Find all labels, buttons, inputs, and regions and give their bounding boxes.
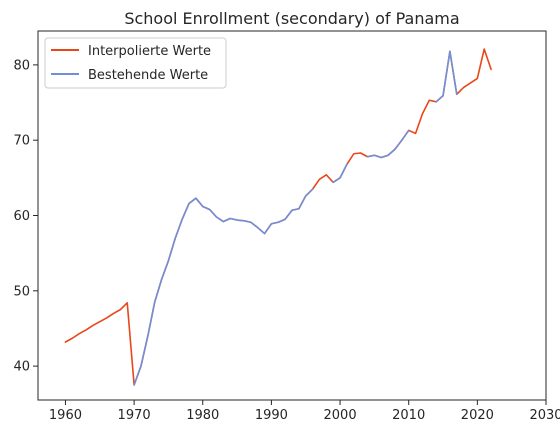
legend: Interpolierte Werte Bestehende Werte bbox=[44, 37, 227, 89]
x-tick-label-2030: 2030 bbox=[529, 408, 560, 423]
x-tick-label-1990: 1990 bbox=[255, 408, 288, 423]
legend-label-existing: Bestehende Werte bbox=[88, 68, 208, 83]
y-tick-label-60: 60 bbox=[13, 209, 30, 224]
y-tick-label-50: 50 bbox=[13, 284, 30, 299]
series-0-line-segment-0 bbox=[64, 48, 492, 386]
legend-label-interpolated: Interpolierte Werte bbox=[88, 44, 211, 59]
series-1-line-segment-0 bbox=[133, 188, 314, 386]
x-tick-label-2010: 2010 bbox=[392, 408, 425, 423]
series-1-line-segment-2 bbox=[366, 129, 410, 159]
series-1-line-segment-3 bbox=[435, 50, 458, 103]
x-tick-label-2000: 2000 bbox=[324, 408, 357, 423]
y-tick-label-80: 80 bbox=[13, 58, 30, 73]
x-tick-label-1960: 1960 bbox=[49, 408, 82, 423]
x-tick-label-1970: 1970 bbox=[118, 408, 151, 423]
legend-box bbox=[44, 37, 227, 89]
series-1-line-segment-1 bbox=[332, 163, 348, 184]
y-tick-label-70: 70 bbox=[13, 134, 30, 149]
chart-title: School Enrollment (secondary) of Panama bbox=[124, 9, 459, 28]
x-tick-label-1980: 1980 bbox=[186, 408, 219, 423]
plot-lines bbox=[64, 48, 492, 386]
x-axis: 1960 1970 1980 1990 2000 2010 2020 2030 bbox=[49, 400, 560, 423]
y-axis: 40 50 60 70 80 bbox=[13, 58, 38, 375]
x-tick-label-2020: 2020 bbox=[461, 408, 494, 423]
y-tick-label-40: 40 bbox=[13, 360, 30, 375]
